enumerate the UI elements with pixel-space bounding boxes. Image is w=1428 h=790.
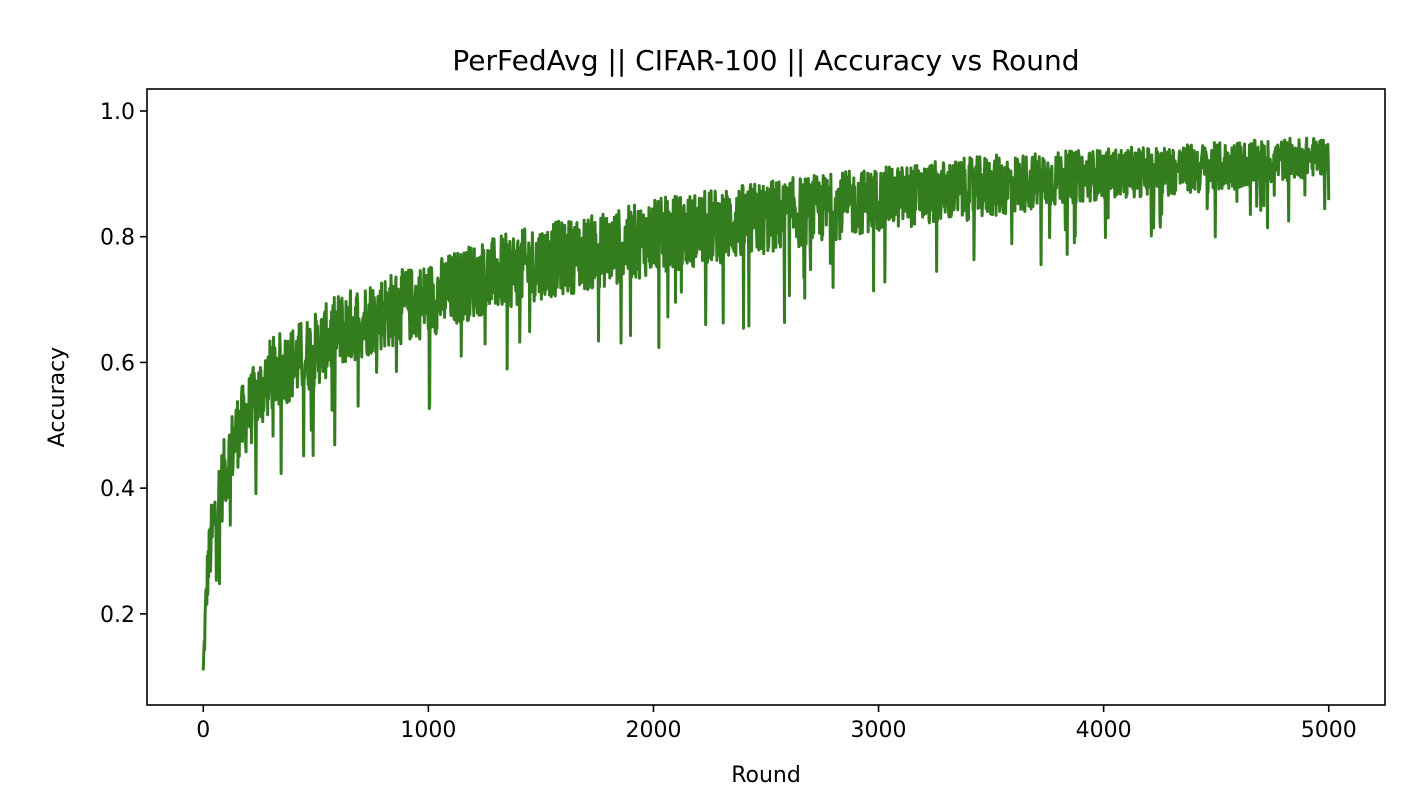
- y-tick-label: 0.4: [100, 477, 135, 502]
- y-axis: 0.2 0.4 0.6 0.8 1.0: [100, 100, 147, 628]
- plot-frame: [146, 88, 1386, 706]
- x-axis-label: Round: [731, 763, 801, 788]
- x-tick-label: 1000: [400, 718, 456, 743]
- x-tick-label: 2000: [625, 718, 681, 743]
- y-axis-label: Accuracy: [45, 347, 70, 447]
- y-tick-label: 0.2: [100, 603, 135, 628]
- x-tick-label: 0: [196, 718, 210, 743]
- y-tick-label: 0.6: [100, 351, 135, 376]
- chart-title: PerFedAvg || CIFAR-100 || Accuracy vs Ro…: [452, 44, 1079, 77]
- series-layer: [201, 136, 1331, 671]
- x-tick-label: 4000: [1076, 718, 1132, 743]
- accuracy-series-line: [201, 136, 1331, 671]
- plot-area: [201, 136, 1331, 671]
- x-tick-label: 3000: [851, 718, 907, 743]
- y-tick-label: 0.8: [100, 226, 135, 251]
- x-axis: 0 1000 2000 3000 4000 5000: [196, 705, 1357, 743]
- x-tick-label: 5000: [1301, 718, 1357, 743]
- y-tick-label: 1.0: [100, 100, 135, 125]
